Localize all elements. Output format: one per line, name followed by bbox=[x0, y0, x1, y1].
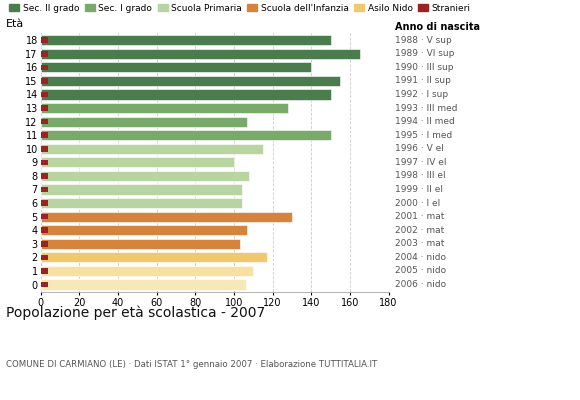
Text: 2000 · I el: 2000 · I el bbox=[395, 198, 440, 208]
Text: COMUNE DI CARMIANO (LE) · Dati ISTAT 1° gennaio 2007 · Elaborazione TUTTITALIA.I: COMUNE DI CARMIANO (LE) · Dati ISTAT 1° … bbox=[6, 360, 377, 369]
Text: 1998 · III el: 1998 · III el bbox=[395, 172, 445, 180]
Text: 2004 · nido: 2004 · nido bbox=[395, 253, 446, 262]
Text: 1995 · I med: 1995 · I med bbox=[395, 131, 452, 140]
Text: 1988 · V sup: 1988 · V sup bbox=[395, 36, 451, 45]
Bar bbox=[41, 173, 48, 179]
Bar bbox=[41, 282, 48, 287]
Text: 2001 · mat: 2001 · mat bbox=[395, 212, 444, 221]
Bar bbox=[41, 160, 48, 165]
Bar bbox=[41, 64, 48, 70]
Text: 1996 · V el: 1996 · V el bbox=[395, 144, 444, 153]
Bar bbox=[41, 116, 248, 127]
Bar bbox=[41, 51, 48, 56]
Bar bbox=[41, 92, 48, 97]
Text: 1994 · II med: 1994 · II med bbox=[395, 117, 455, 126]
Bar bbox=[41, 49, 360, 59]
Bar bbox=[41, 89, 331, 100]
Text: 2006 · nido: 2006 · nido bbox=[395, 280, 446, 289]
Bar bbox=[41, 78, 48, 84]
Text: 1993 · III med: 1993 · III med bbox=[395, 104, 457, 112]
Bar bbox=[41, 119, 48, 124]
Text: Anno di nascita: Anno di nascita bbox=[395, 22, 480, 32]
Text: 2005 · nido: 2005 · nido bbox=[395, 266, 446, 276]
Bar bbox=[41, 241, 48, 247]
Bar bbox=[41, 212, 292, 222]
Bar bbox=[41, 146, 48, 152]
Bar bbox=[41, 171, 249, 181]
Bar bbox=[41, 198, 242, 208]
Bar bbox=[41, 187, 48, 192]
Bar bbox=[41, 252, 267, 262]
Bar bbox=[41, 105, 48, 111]
Legend: Sec. II grado, Sec. I grado, Scuola Primaria, Scuola dell'Infanzia, Asilo Nido, : Sec. II grado, Sec. I grado, Scuola Prim… bbox=[6, 0, 474, 16]
Bar bbox=[41, 280, 245, 290]
Text: 2002 · mat: 2002 · mat bbox=[395, 226, 444, 235]
Bar bbox=[41, 37, 48, 43]
Bar bbox=[41, 76, 340, 86]
Bar bbox=[41, 266, 253, 276]
Bar bbox=[41, 184, 242, 194]
Bar bbox=[41, 268, 48, 274]
Text: Popolazione per età scolastica - 2007: Popolazione per età scolastica - 2007 bbox=[6, 306, 265, 320]
Bar bbox=[41, 254, 48, 260]
Text: 1997 · IV el: 1997 · IV el bbox=[395, 158, 446, 167]
Bar bbox=[41, 132, 48, 138]
Text: 1989 · VI sup: 1989 · VI sup bbox=[395, 49, 454, 58]
Bar bbox=[41, 62, 311, 72]
Text: 2003 · mat: 2003 · mat bbox=[395, 239, 444, 248]
Bar bbox=[41, 157, 234, 168]
Bar bbox=[41, 144, 263, 154]
Text: 1991 · II sup: 1991 · II sup bbox=[395, 76, 451, 85]
Bar bbox=[41, 214, 48, 220]
Bar bbox=[41, 225, 248, 235]
Bar bbox=[41, 200, 48, 206]
Bar bbox=[41, 239, 240, 249]
Text: 1999 · II el: 1999 · II el bbox=[395, 185, 443, 194]
Bar bbox=[41, 228, 48, 233]
Text: 1990 · III sup: 1990 · III sup bbox=[395, 63, 453, 72]
Bar bbox=[41, 103, 288, 113]
Text: 1992 · I sup: 1992 · I sup bbox=[395, 90, 448, 99]
Text: Età: Età bbox=[6, 19, 24, 29]
Bar bbox=[41, 35, 331, 45]
Bar bbox=[41, 130, 331, 140]
